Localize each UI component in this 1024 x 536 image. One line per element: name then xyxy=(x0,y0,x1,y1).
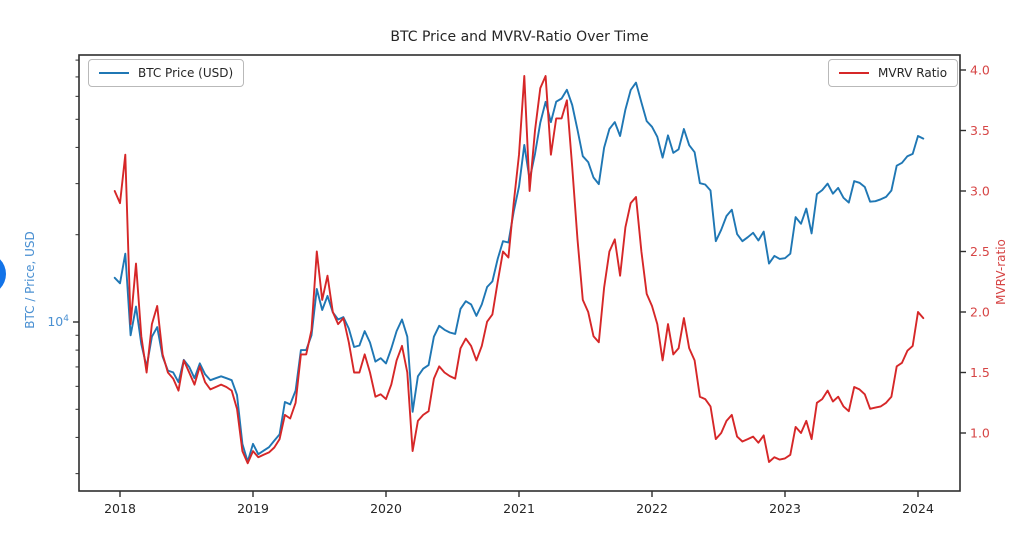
x-tick-label: 2019 xyxy=(237,501,269,516)
page-edge-blob xyxy=(0,253,6,295)
legend-btc-price: BTC Price (USD) xyxy=(88,59,245,87)
legend-line-sample-mvrv xyxy=(839,72,869,74)
legend-label-btc: BTC Price (USD) xyxy=(138,66,234,80)
x-tick-label: 2024 xyxy=(902,501,934,516)
right-axis-label: MVRV-ratio xyxy=(994,239,1008,305)
x-tick-label: 2020 xyxy=(370,501,402,516)
right-tick-label: 3.5 xyxy=(970,123,990,138)
legend-line-sample-btc xyxy=(99,72,129,74)
legend-label-mvrv: MVRV Ratio xyxy=(878,66,948,80)
chart-title: BTC Price and MVRV-Ratio Over Time xyxy=(390,29,649,45)
right-tick-label: 2.5 xyxy=(970,244,990,259)
left-axis: 104 xyxy=(47,59,79,475)
x-tick-label: 2018 xyxy=(104,501,136,516)
x-tick-label: 2022 xyxy=(636,501,668,516)
right-tick-label: 1.5 xyxy=(970,365,990,380)
x-axis: 2018 2019 2020 2021 2022 2023 2024 xyxy=(104,491,934,516)
right-tick-label: 4.0 xyxy=(970,63,990,78)
x-tick-label: 2023 xyxy=(769,501,801,516)
right-tick-label: 3.0 xyxy=(970,184,990,199)
left-axis-label: BTC / Price, USD xyxy=(23,231,37,329)
legend-mvrv-ratio: MVRV Ratio xyxy=(828,59,959,87)
axes-spines xyxy=(78,54,961,492)
x-tick-label: 2021 xyxy=(503,501,535,516)
left-tick-label: 104 xyxy=(47,314,69,329)
right-tick-label: 2.0 xyxy=(970,305,990,320)
right-axis: 1.0 1.5 2.0 2.5 3.0 3.5 4.0 xyxy=(960,63,990,441)
right-tick-label: 1.0 xyxy=(970,426,990,441)
mvrv-ratio-line xyxy=(113,75,925,465)
btc-price-line xyxy=(113,81,925,463)
